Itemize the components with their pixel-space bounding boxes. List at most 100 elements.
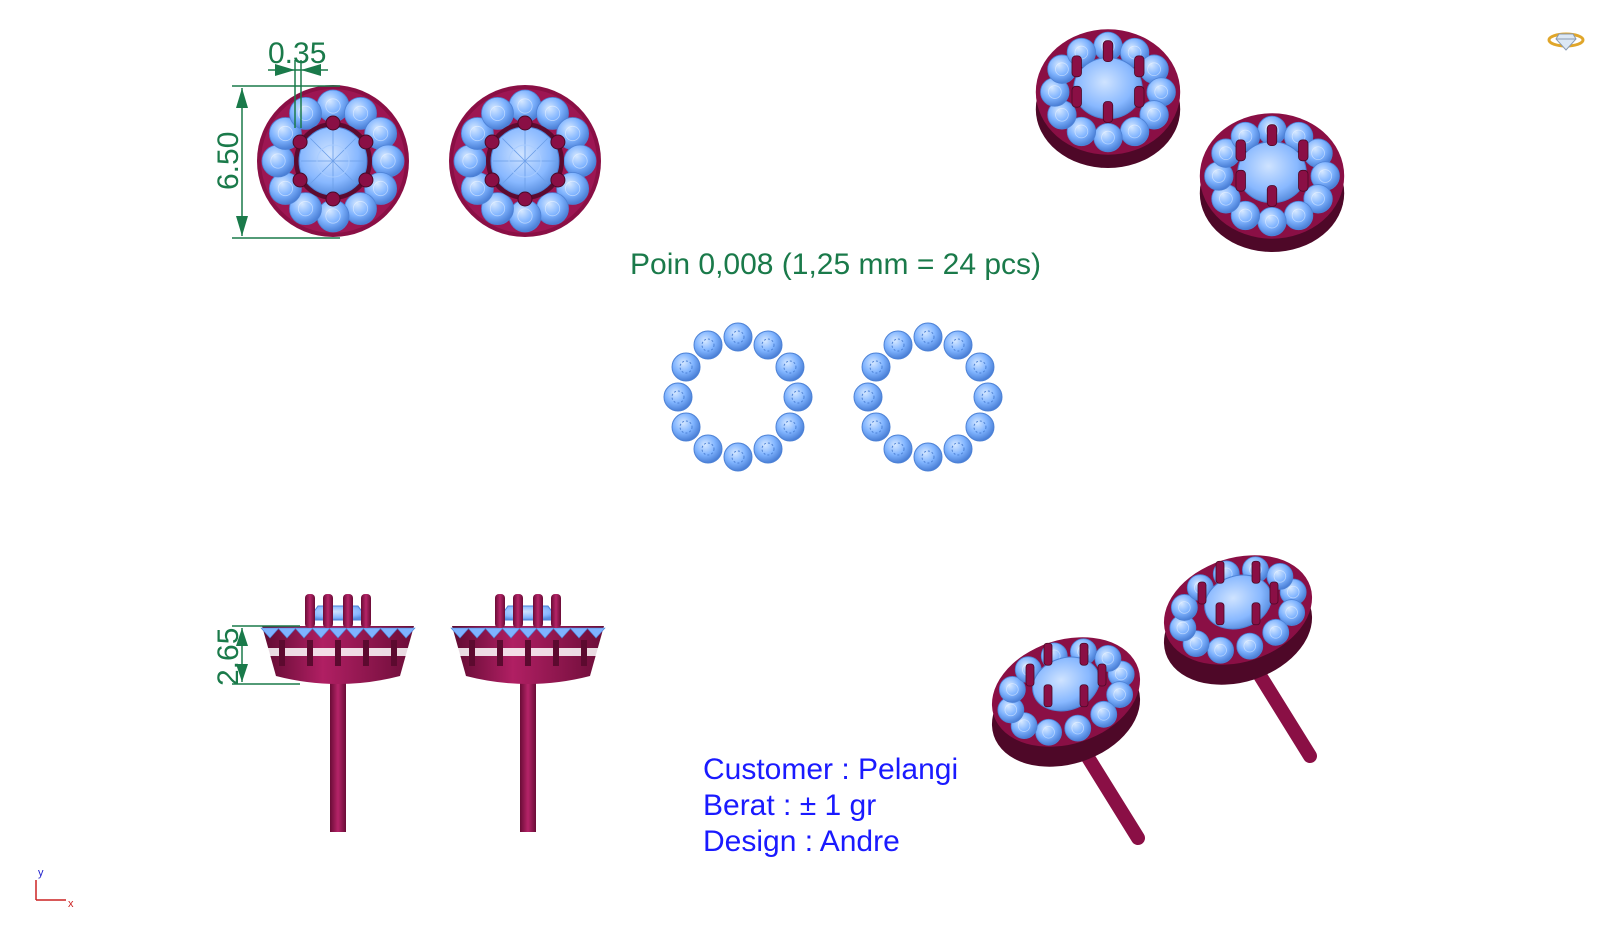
- dimension-height: [232, 625, 300, 685]
- accent-stone: [484, 627, 504, 639]
- accent-stone: [362, 627, 382, 639]
- accent-stone: [371, 144, 405, 178]
- accent-stone: [261, 144, 295, 178]
- prong: [1071, 85, 1082, 108]
- accent-stone: [1170, 594, 1198, 621]
- accent-stone: [1283, 200, 1314, 231]
- prong: [343, 594, 353, 628]
- accent-stone: [552, 627, 572, 639]
- prong: [1025, 663, 1035, 687]
- prong: [533, 594, 543, 628]
- accent-stone: [481, 96, 514, 130]
- diamond-ring-icon[interactable]: [1547, 32, 1585, 51]
- melee-stone: [671, 412, 701, 442]
- melee-stone: [853, 382, 883, 412]
- prong: [551, 594, 561, 628]
- accent-stone: [344, 192, 377, 226]
- post: [520, 670, 536, 832]
- prong: [1071, 55, 1082, 78]
- prong: [1043, 642, 1053, 666]
- stone-spec-label: Poin 0,008 (1,25 mm = 24 pcs): [630, 248, 1042, 281]
- earring-perspective-view-1: [991, 637, 1145, 845]
- accent-stone: [536, 96, 569, 130]
- melee-stone: [861, 352, 891, 382]
- accent-stone: [1207, 636, 1234, 664]
- accent-stone: [345, 627, 365, 639]
- accent-stone: [1230, 200, 1261, 231]
- prong: [1102, 101, 1114, 123]
- accent-stone: [1262, 618, 1290, 646]
- accent-stone: [379, 627, 399, 639]
- accent-stone: [289, 192, 322, 226]
- melee-stone: [883, 330, 913, 360]
- accent-stone: [277, 627, 297, 639]
- prong: [1215, 560, 1225, 584]
- prong: [1251, 602, 1261, 626]
- prong: [1215, 602, 1225, 626]
- accent-stone: [569, 627, 589, 639]
- prong: [292, 172, 308, 188]
- accent-stone: [1236, 632, 1264, 660]
- accent-stone: [294, 627, 314, 639]
- accent-stone: [260, 627, 280, 639]
- melee-stone: [913, 322, 943, 352]
- prong: [517, 115, 533, 131]
- melee-stone: [913, 442, 943, 472]
- earring-iso-view-2: [1199, 113, 1345, 253]
- prong: [1134, 85, 1145, 108]
- earring-top-view-left: [257, 85, 409, 237]
- prong: [1102, 40, 1114, 63]
- melee-stone: [723, 322, 753, 352]
- accent-stone: [1257, 206, 1287, 237]
- prong: [513, 594, 523, 628]
- prong: [325, 115, 341, 131]
- center-stone: [307, 605, 369, 621]
- accent-stone: [450, 627, 470, 639]
- accent-stone: [518, 627, 538, 639]
- stone-layout-right: [853, 322, 1003, 472]
- melee-stone: [693, 434, 723, 464]
- accent-stone: [289, 96, 322, 130]
- accent-stone: [998, 676, 1026, 703]
- accent-stone: [1303, 184, 1333, 214]
- prong: [517, 191, 533, 207]
- melee-stone: [965, 352, 995, 382]
- melee-stone: [973, 382, 1003, 412]
- accent-stone: [1066, 116, 1097, 147]
- prong: [1079, 642, 1089, 666]
- accent-stone: [1093, 122, 1123, 153]
- prong: [358, 172, 374, 188]
- accent-stone: [535, 627, 555, 639]
- prong: [358, 134, 374, 150]
- melee-stone: [965, 412, 995, 442]
- melee-stone: [663, 382, 693, 412]
- earring-side-view-left: [260, 594, 416, 832]
- center-stone: [497, 605, 559, 621]
- accent-stone: [501, 627, 521, 639]
- stone-layout-left: [663, 322, 813, 472]
- accent-stone: [1119, 116, 1150, 147]
- prong: [1266, 124, 1278, 146]
- order-info: Customer : Pelangi Berat : ± 1 gr Design…: [703, 752, 958, 860]
- accent-stone: [1278, 599, 1306, 626]
- earring-perspective-view-2: [1163, 555, 1317, 763]
- accent-stone: [344, 96, 377, 130]
- prong: [495, 594, 505, 628]
- melee-stone: [671, 352, 701, 382]
- prong: [1097, 663, 1107, 687]
- dimension-diameter: [232, 85, 340, 239]
- prong: [1298, 139, 1309, 162]
- melee-stone: [943, 330, 973, 360]
- dimension-height-label: 2.65: [212, 628, 245, 686]
- dimension-prong: [268, 60, 328, 128]
- prong: [325, 191, 341, 207]
- accent-stone: [536, 192, 569, 226]
- melee-stone: [943, 434, 973, 464]
- melee-stone: [783, 382, 813, 412]
- prong: [323, 594, 333, 628]
- accent-stone: [1090, 700, 1118, 728]
- prong: [305, 594, 315, 628]
- axis-indicator: y x: [35, 867, 74, 910]
- prong: [1235, 139, 1246, 162]
- accent-stone: [453, 144, 487, 178]
